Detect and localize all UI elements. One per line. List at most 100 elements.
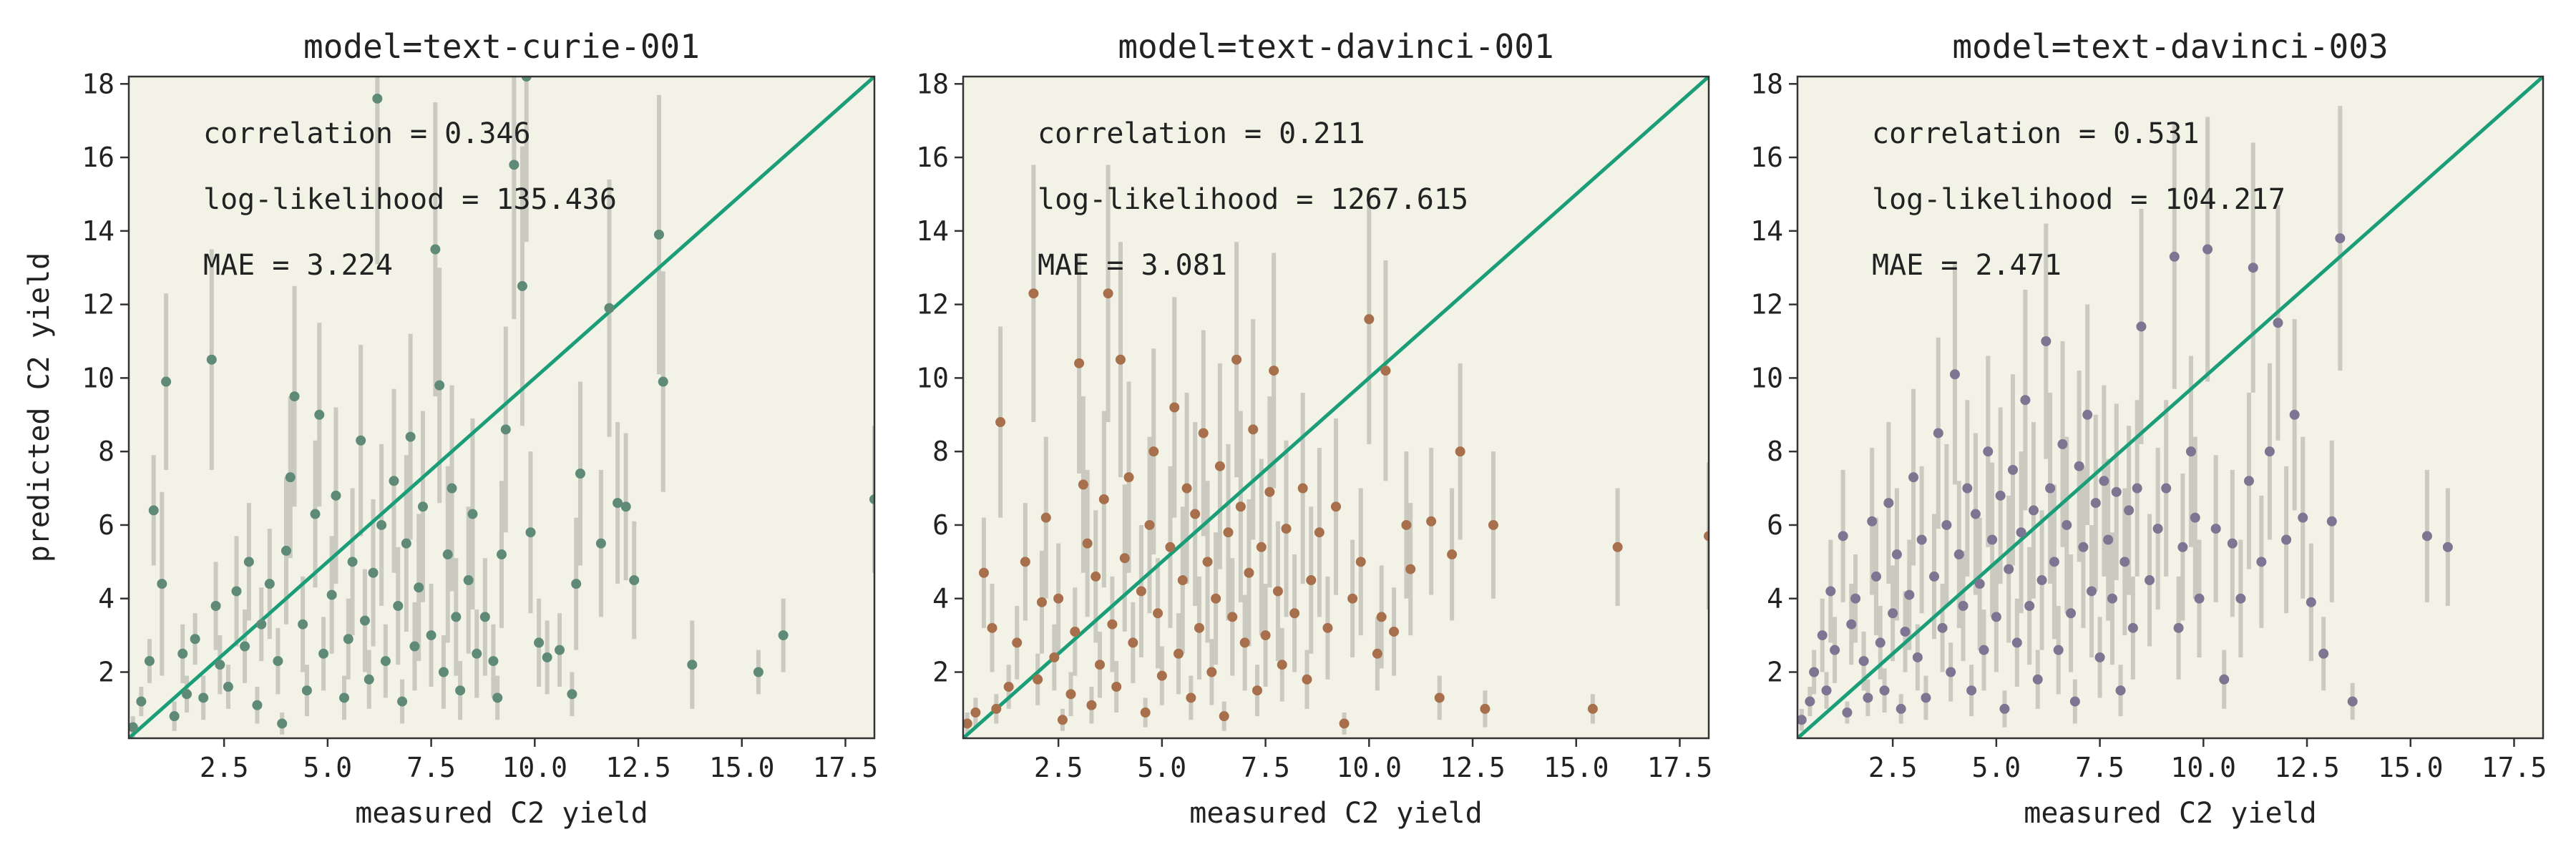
data-point <box>1797 715 1807 725</box>
data-point <box>1888 608 1898 619</box>
data-point <box>1987 534 1998 545</box>
data-point <box>1817 630 1828 641</box>
data-point <box>380 656 391 667</box>
data-point <box>753 667 763 677</box>
data-point <box>310 509 321 519</box>
data-point <box>1065 689 1076 700</box>
data-point <box>653 229 664 240</box>
data-point <box>169 711 180 722</box>
data-point <box>430 244 441 255</box>
data-point <box>2243 476 2254 486</box>
data-point <box>1447 549 1458 560</box>
data-point <box>1202 557 1213 567</box>
data-point <box>571 579 582 589</box>
x-tick-label: 15.0 <box>709 752 775 783</box>
data-point <box>182 689 192 700</box>
data-point <box>1347 593 1358 604</box>
data-point <box>970 707 981 718</box>
data-point <box>1227 612 1238 622</box>
data-point <box>1587 703 1598 714</box>
plot-content <box>129 77 874 738</box>
x-tick-label: 7.5 <box>1241 752 1290 783</box>
data-point <box>1070 626 1080 637</box>
data-point <box>2115 685 2126 696</box>
x-axis-label: measured C2 yield <box>2024 797 2316 830</box>
data-point <box>438 667 449 677</box>
y-tick-label: 6 <box>98 509 114 541</box>
data-point <box>2298 512 2308 523</box>
data-point <box>144 656 155 667</box>
data-point <box>1455 446 1465 457</box>
data-point <box>500 424 511 435</box>
data-point <box>1028 288 1039 299</box>
data-point <box>1850 593 1861 604</box>
data-point <box>1248 424 1259 435</box>
data-point <box>442 549 453 560</box>
data-point <box>1983 446 1994 457</box>
y-tick-label: 2 <box>1767 657 1783 688</box>
data-point <box>2028 505 2039 516</box>
data-point <box>1033 674 1043 685</box>
y-tick-label: 14 <box>82 215 114 247</box>
y-tick-label: 6 <box>1767 509 1783 541</box>
data-point <box>414 582 424 593</box>
x-tick-label: 10.0 <box>2171 752 2237 783</box>
data-point <box>347 557 358 567</box>
data-point <box>2024 601 2035 611</box>
data-point <box>240 641 250 652</box>
data-point <box>1169 402 1180 413</box>
data-point <box>2264 446 2275 457</box>
chart-panel-2: 2.5 5.0 7.5 10.0 12.5 15.0 17.5 2 4 6 8 10 12 14 16 18 m… <box>916 27 1712 830</box>
x-tick-label: 7.5 <box>406 752 456 783</box>
data-point <box>1389 626 1400 637</box>
data-point <box>2202 244 2213 255</box>
axes-frame <box>127 75 876 740</box>
data-point <box>1256 542 1267 552</box>
data-point <box>1912 652 1923 662</box>
data-point <box>252 700 263 710</box>
data-point <box>542 652 552 662</box>
stat-annotation: MAE = 3.081 <box>1038 249 1227 282</box>
data-point <box>1223 527 1234 538</box>
data-point <box>2057 439 2068 449</box>
data-point <box>987 622 997 633</box>
data-point <box>2111 486 2122 497</box>
y-tick-label: 6 <box>932 509 949 541</box>
data-point <box>368 567 379 578</box>
data-point <box>1908 472 1919 483</box>
data-point <box>2219 674 2230 685</box>
data-point <box>2318 648 2329 659</box>
data-point <box>492 692 503 703</box>
data-point <box>2087 586 2097 597</box>
stat-annotation: MAE = 3.224 <box>203 249 393 282</box>
data-point <box>1995 490 2006 501</box>
y-tick-label: 14 <box>1750 215 1783 247</box>
data-point <box>426 630 436 641</box>
data-point <box>1289 608 1300 619</box>
data-point <box>2152 524 2163 534</box>
data-point <box>2173 622 2184 633</box>
y-axis-label: predicted C2 yield <box>23 253 56 562</box>
data-point <box>223 682 233 692</box>
data-point <box>1144 519 1155 530</box>
data-point <box>2132 483 2142 494</box>
data-point <box>2103 534 2114 545</box>
data-point <box>2074 461 2084 471</box>
data-point <box>2020 395 2031 406</box>
data-point <box>2032 674 2043 685</box>
data-point <box>2421 531 2432 542</box>
data-point <box>326 589 337 600</box>
data-point <box>1946 667 1956 677</box>
data-point <box>339 692 350 703</box>
data-point <box>1904 589 1915 600</box>
data-point <box>2194 593 2205 604</box>
data-point <box>1962 483 1973 494</box>
data-point <box>1049 652 1060 662</box>
y-tick-label: 2 <box>932 657 949 688</box>
data-point <box>1966 685 1977 696</box>
data-point <box>314 409 325 420</box>
data-point <box>2045 483 2056 494</box>
data-point <box>206 354 217 365</box>
data-point <box>1842 707 1853 718</box>
data-point <box>1838 531 1848 542</box>
